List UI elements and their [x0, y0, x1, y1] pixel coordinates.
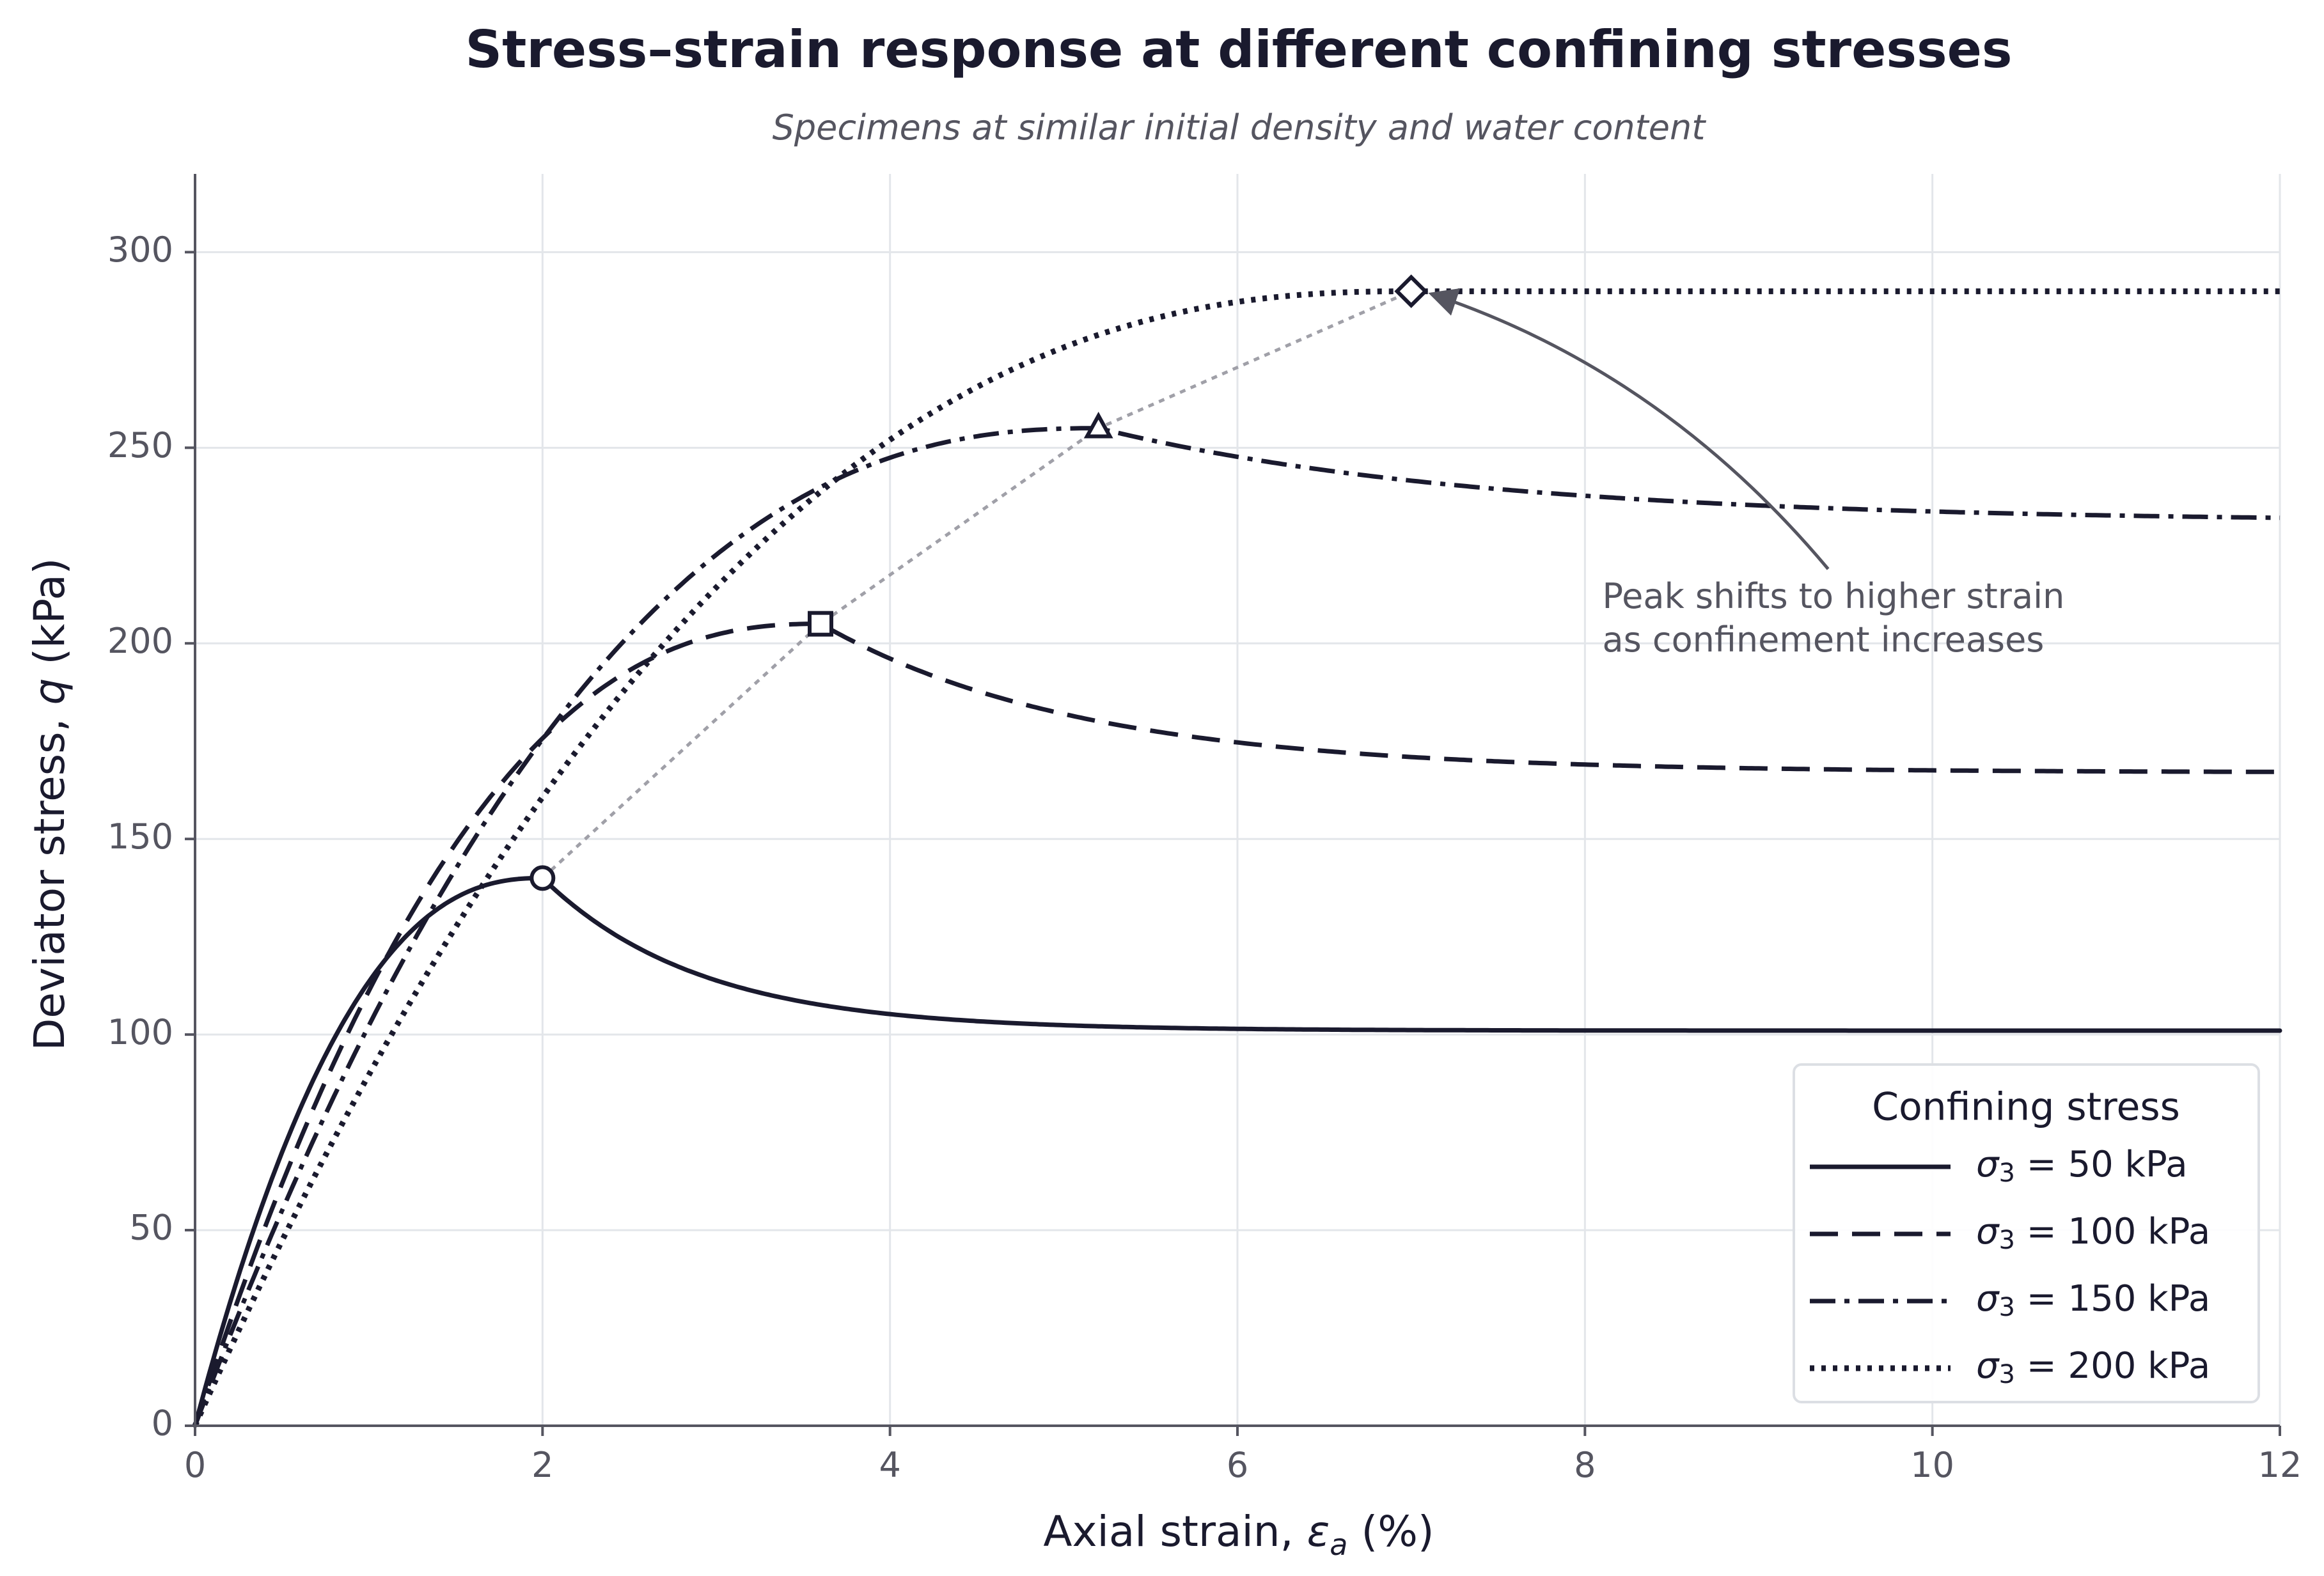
peak-markers — [530, 274, 1429, 891]
y-tick-label: 250 — [107, 425, 173, 465]
annotation-line-2: as confinement increases — [1603, 620, 2045, 660]
chart-title: Stress–strain response at different conf… — [466, 20, 2013, 79]
legend-title: Confining stress — [1872, 1085, 2180, 1130]
peak-connector-line — [541, 290, 1412, 880]
peak-marker-100 — [808, 611, 833, 637]
y-tick-label: 150 — [107, 816, 173, 857]
peak-shift-annotation: Peak shifts to higher strain as confinem… — [1428, 288, 2076, 660]
y-tick-label: 100 — [107, 1012, 173, 1052]
x-tick-label: 10 — [1910, 1445, 1954, 1485]
tick-labels: 0 2 4 6 8 10 12 0 50 100 150 200 250 300 — [107, 230, 2302, 1485]
peak-marker-150 — [1083, 411, 1113, 439]
legend-label-150: σ3 = 150 kPa — [1976, 1278, 2210, 1322]
series-line-100 — [192, 621, 2280, 1427]
y-tick-label: 300 — [107, 230, 173, 270]
annotation-line-1: Peak shifts to higher strain — [1603, 576, 2065, 616]
peak-connector — [541, 290, 1412, 880]
legend-label-100: σ3 = 100 kPa — [1976, 1211, 2210, 1255]
series-line-150 — [192, 426, 2281, 1427]
legend-label-50: σ3 = 50 kPa — [1976, 1144, 2188, 1188]
legend-label-200: σ3 = 200 kPa — [1976, 1345, 2210, 1389]
legend: Confining stress σ3 = 50 kPa σ3 = 100 kPa… — [1793, 1063, 2260, 1403]
annotation-text: Peak shifts to higher strain as confinem… — [1603, 576, 2076, 660]
y-tick-label: 0 — [152, 1403, 173, 1444]
peak-marker-200 — [1394, 274, 1429, 308]
x-tick-label: 2 — [531, 1445, 553, 1485]
x-tick-label: 8 — [1574, 1445, 1596, 1485]
series-line-200 — [192, 288, 2280, 1427]
x-tick-label: 0 — [184, 1445, 206, 1485]
y-tick-label: 200 — [107, 621, 173, 661]
peak-marker-50 — [530, 865, 556, 891]
chart-subtitle: Specimens at similar initial density and… — [773, 107, 1707, 148]
legend-items: σ3 = 50 kPa σ3 = 100 kPa σ3 = 150 kPa σ3 = … — [1810, 1144, 2210, 1389]
x-tick-label: 4 — [879, 1445, 900, 1485]
legend-box — [1793, 1063, 2260, 1403]
y-axis-label: Deviator stress, q (kPa) — [25, 558, 74, 1051]
x-tick-label: 12 — [2258, 1445, 2302, 1485]
y-tick-label: 50 — [129, 1208, 173, 1248]
x-tick-label: 6 — [1227, 1445, 1248, 1485]
annotation-arrow — [1428, 288, 1830, 570]
x-axis-label: Axial strain, εa (%) — [1043, 1507, 1434, 1562]
